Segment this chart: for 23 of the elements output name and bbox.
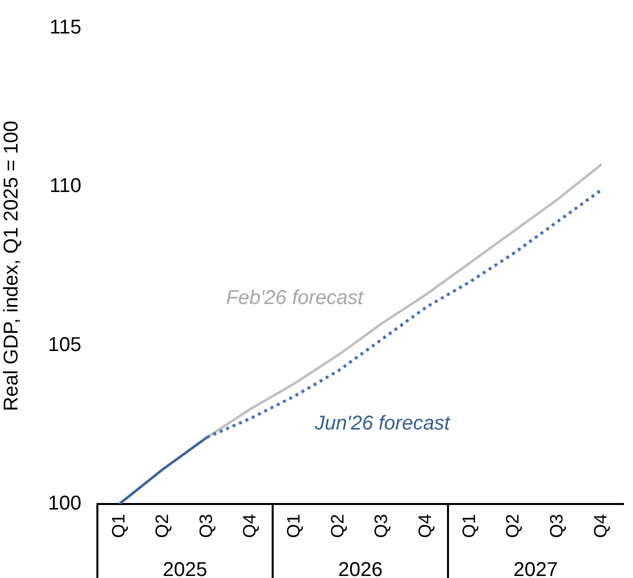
x-tick-label: Q3 [371,514,392,538]
y-tick-label: 110 [49,175,82,198]
y-tick-label: 105 [48,334,82,356]
x-tick-label: Q4 [240,514,260,538]
x-tick-label: Q2 [502,514,523,538]
x-tick-label: Q4 [415,514,436,538]
x-tick-label: Q4 [590,514,610,538]
text: 2025 [162,559,208,578]
x-tick-label: Q1 [108,514,128,538]
y-axis-title: Real GDP, index, Q1 2025 = 100 [0,120,23,412]
x-tick-label: Q1 [458,514,479,538]
y-tick-label: 115 [49,16,82,39]
x-tick-label: Q2 [327,514,348,538]
y-tick-label: 100 [48,492,82,515]
x-tick-label: Q3 [546,514,567,538]
line-series [205,188,603,439]
text: 2027 [513,559,558,578]
series-label: Jun'26 forecast [314,412,452,435]
series-label: Feb'26 forecast [226,286,365,309]
x-tick-label: Q3 [196,514,216,538]
x-tick-label: Q1 [284,514,304,538]
x-tick-label: Q2 [152,514,172,538]
text: 2026 [338,559,383,578]
